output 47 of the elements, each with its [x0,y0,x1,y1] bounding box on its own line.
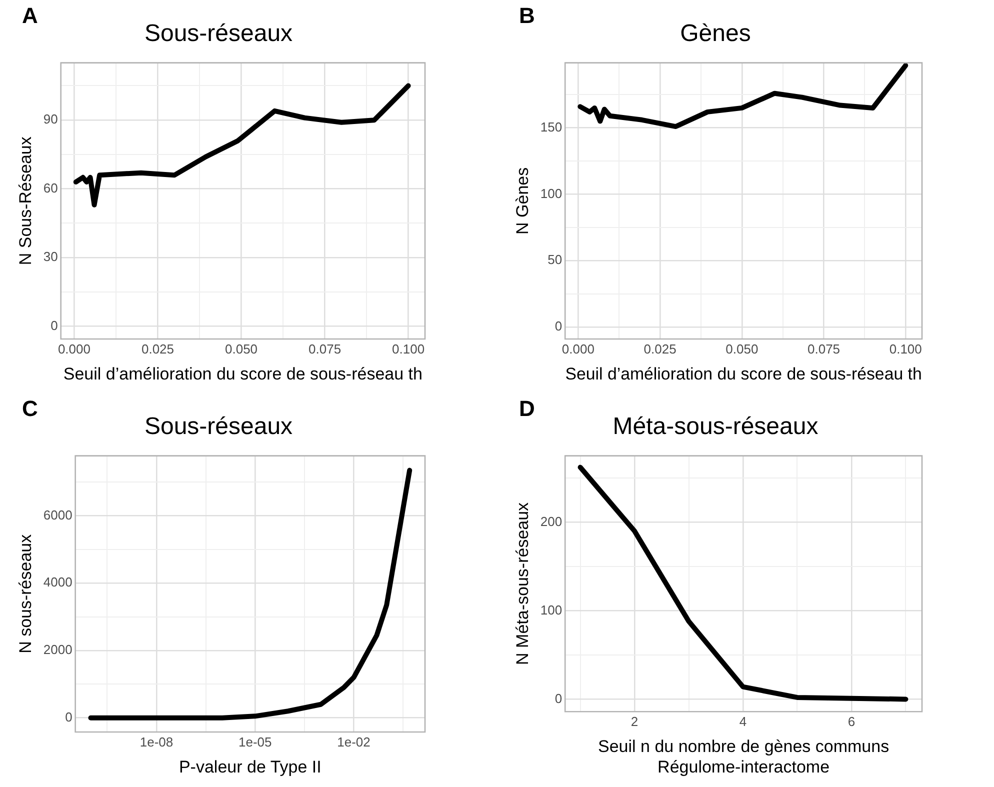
x-tick-label: 0.100 [392,341,425,356]
y-axis-title: N Sous-Réseaux [16,136,35,266]
chart-title: Sous-réseaux [144,20,293,48]
y-tick-label: 0 [65,709,72,724]
x-tick-label: 2 [630,714,638,729]
x-tick-label: 0.025 [644,341,676,356]
y-tick-label: 100 [540,186,562,201]
text: C [22,396,38,422]
chart-title: Méta-sous-réseaux [612,413,818,440]
x-tick-label: 0.000 [58,341,90,356]
x-axis-title: Seuil d’amélioration du score de sous-réseau th [565,364,922,384]
x-axis-title: Seuil d’amélioration du score de sous-réseau th [63,364,422,384]
y-tick-label: 4000 [43,574,72,590]
x-tick-label: 0.075 [308,341,342,356]
y-tick-label: 6000 [43,507,72,522]
text: A [22,3,38,28]
y-tick-label: 90 [43,112,58,127]
x-tick-label: 4 [739,714,747,729]
x-tick-label: 0.075 [807,341,840,356]
x-tick-label: 1e-02 [337,734,370,750]
y-tick-label: 60 [43,180,58,196]
chart-title: Gènes [680,20,751,48]
x-tick-label: 1e-05 [238,734,272,750]
y-tick-label: 0 [50,318,58,333]
y-tick-label: 30 [43,249,58,264]
x-axis-title: P-valeur de Type II [178,757,322,776]
x-tick-label: 0.000 [562,341,594,356]
x-tick-label: 1e-08 [140,734,174,750]
y-axis-title: N Gènes [512,167,532,234]
x-tick-label: 0.050 [726,341,758,356]
y-tick-label: 50 [548,252,562,268]
y-axis-title: N sous-réseaux [16,534,35,654]
y-tick-label: 0 [554,318,562,334]
x-axis-title: Seuil n du nombre de gènes communs Régulome-interactome [598,737,890,776]
y-tick-label: 0 [554,690,562,706]
chart-title: Sous-réseaux [144,413,293,440]
y-tick-label: 100 [540,602,562,618]
text: D [519,396,535,422]
x-tick-label: 6 [848,714,856,729]
y-axis-title: N Méta-sous-réseaux [512,502,532,665]
x-tick-label: 0.025 [141,341,174,356]
x-tick-label: 0.050 [224,341,258,356]
y-tick-label: 2000 [43,642,72,658]
x-tick-label: 0.100 [889,341,922,356]
text: B [519,3,535,28]
y-tick-label: 200 [540,514,562,529]
y-tick-label: 150 [540,119,562,134]
